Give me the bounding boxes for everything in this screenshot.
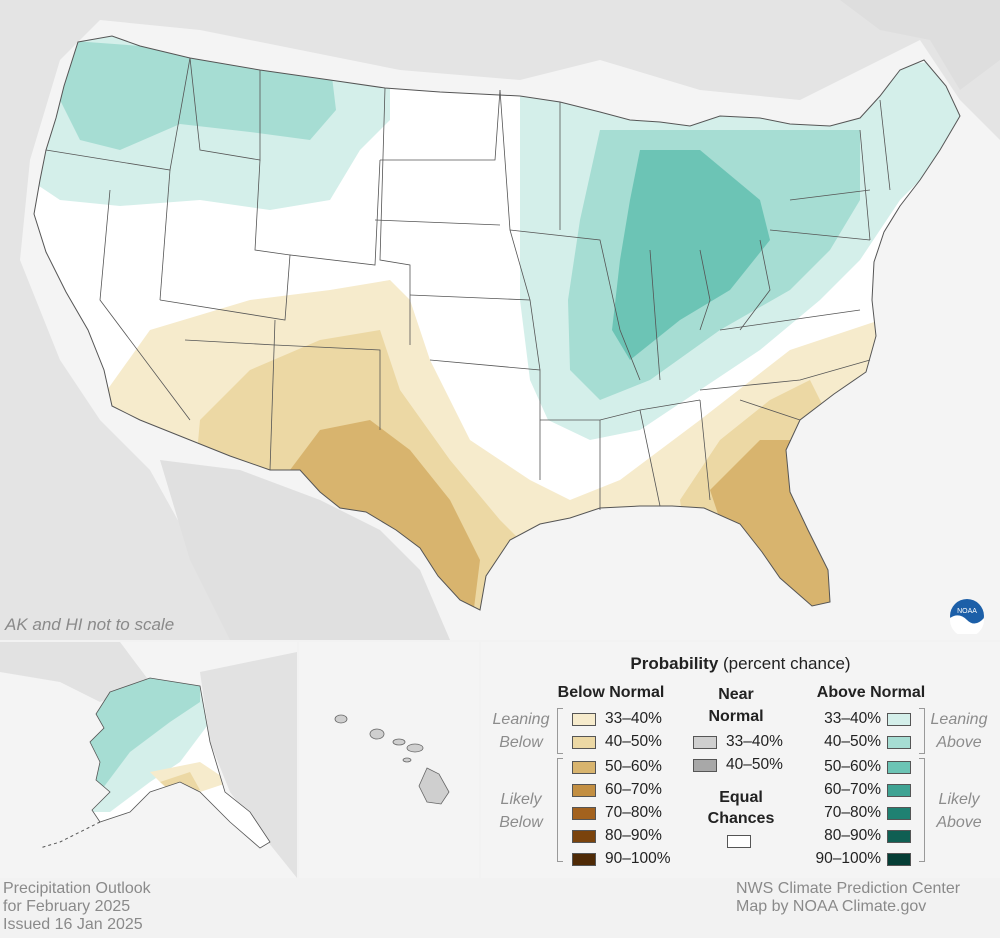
below-swatch-6 <box>572 830 596 843</box>
above-swatch-2 <box>887 736 911 749</box>
below-swatch-1 <box>572 713 596 726</box>
mexico-land <box>160 460 450 640</box>
below-swatch-4 <box>572 784 596 797</box>
below-swatch-5 <box>572 807 596 820</box>
below-label-7: 90–100% <box>605 850 671 867</box>
above-swatch-5 <box>887 807 911 820</box>
likely-above-label: Likely Above <box>923 788 995 834</box>
leaning-above-label: Leaning Above <box>923 708 995 754</box>
leaning-above-line1: Leaning <box>930 711 988 728</box>
near-swatch-2 <box>693 759 717 772</box>
conus-map-graphic <box>0 0 1000 640</box>
near-normal-line1: Near <box>718 686 754 703</box>
near-swatch-1 <box>693 736 717 749</box>
above-swatch-4 <box>887 784 911 797</box>
above-normal-header: Above Normal <box>816 684 926 701</box>
legend-title: Probability (percent chance) <box>481 654 1000 674</box>
near-normal-header: Near Normal <box>681 684 791 728</box>
hawaii-inset <box>299 642 479 878</box>
likely-above-line1: Likely <box>938 791 980 808</box>
footer-period: for February 2025 <box>3 898 131 915</box>
above-swatch-7 <box>887 853 911 866</box>
below-label-1: 33–40% <box>605 710 662 727</box>
above-swatch-1 <box>887 713 911 726</box>
above-label-3: 50–60% <box>824 758 881 775</box>
footer-left: Precipitation Outlook for February 2025 … <box>3 880 151 934</box>
below-label-2: 40–50% <box>605 733 662 750</box>
below-swatch-3 <box>572 761 596 774</box>
above-swatch-6 <box>887 830 911 843</box>
legend-title-rest: (percent chance) <box>718 654 851 673</box>
us-outline <box>33 35 961 611</box>
above-label-4: 60–70% <box>824 781 881 798</box>
conus-map: AK and HI not to scale NOAA <box>0 0 1000 640</box>
alaska-inset <box>0 642 297 878</box>
near-normal-line2: Normal <box>708 708 764 725</box>
equal-chances-line1: Equal <box>719 789 763 806</box>
footer-right: NWS Climate Prediction Center Map by NOA… <box>736 880 960 916</box>
scale-note: AK and HI not to scale <box>5 615 175 634</box>
likely-below-bracket <box>557 758 563 862</box>
likely-below-line2: Below <box>499 814 543 831</box>
canada-east-land <box>840 0 1000 90</box>
equal-chances-line2: Chances <box>707 810 775 827</box>
below-label-6: 80–90% <box>605 827 662 844</box>
footer-title: Precipitation Outlook <box>3 880 151 897</box>
below-label-5: 70–80% <box>605 804 662 821</box>
below-swatch-7 <box>572 853 596 866</box>
likely-above-bracket <box>919 758 925 862</box>
near-label-1: 33–40% <box>726 733 783 750</box>
canada-land <box>0 0 1000 640</box>
alaska-map-graphic <box>0 642 297 878</box>
legend-title-bold: Probability <box>630 654 719 673</box>
below-swatch-2 <box>572 736 596 749</box>
below-normal-header: Below Normal <box>557 684 665 701</box>
below-label-3: 50–60% <box>605 758 662 775</box>
leaning-below-label: Leaning Below <box>485 708 557 754</box>
canada-land-inset <box>200 652 297 878</box>
noaa-logo: NOAA <box>950 599 984 634</box>
leaning-below-bracket <box>557 708 563 754</box>
equal-chances-swatch <box>727 835 751 848</box>
leaning-above-bracket <box>919 708 925 754</box>
above-label-1: 33–40% <box>824 710 881 727</box>
likely-below-label: Likely Below <box>485 788 557 834</box>
leaning-above-line2: Above <box>936 734 982 751</box>
above-label-7: 90–100% <box>815 850 881 867</box>
leaning-below-line2: Below <box>499 734 543 751</box>
footer-source: NWS Climate Prediction Center <box>736 880 961 897</box>
russia-land <box>0 642 150 702</box>
above-label-5: 70–80% <box>824 804 881 821</box>
footer-issued: Issued 16 Jan 2025 <box>3 916 143 933</box>
likely-below-line1: Likely <box>500 791 542 808</box>
above-swatch-3 <box>887 761 911 774</box>
equal-chances-header: Equal Chances <box>686 787 796 829</box>
state-borders <box>45 57 891 510</box>
footer-credit: Map by NOAA Climate.gov <box>736 898 927 915</box>
above-label-2: 40–50% <box>824 733 881 750</box>
near-label-2: 40–50% <box>726 756 783 773</box>
leaning-below-line1: Leaning <box>492 711 550 728</box>
above-label-6: 80–90% <box>824 827 881 844</box>
below-label-4: 60–70% <box>605 781 662 798</box>
likely-above-line2: Above <box>936 814 982 831</box>
legend: Probability (percent chance) Below Norma… <box>481 642 1000 878</box>
hawaii-map-graphic <box>299 642 479 878</box>
noaa-logo-text: NOAA <box>957 608 977 615</box>
